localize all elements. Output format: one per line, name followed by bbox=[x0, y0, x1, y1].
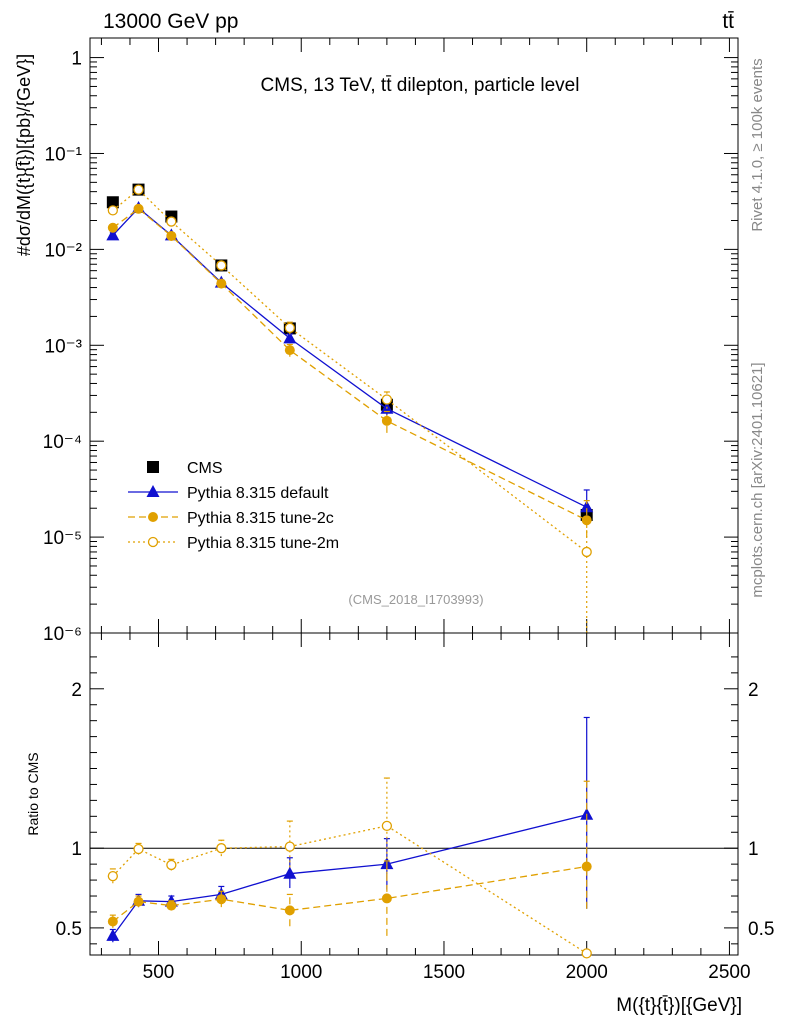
ratio-y-tick-label-left: 1 bbox=[71, 839, 82, 860]
main-line-2 bbox=[112, 207, 587, 521]
ratio-point-0-6 bbox=[580, 807, 594, 820]
site-label: mcplots.cern.ch [arXiv:2401.10621] bbox=[749, 362, 766, 597]
main-point-2-6 bbox=[581, 515, 592, 526]
legend-label-0: CMS bbox=[187, 460, 223, 477]
x-axis-label: M({t}{t̄})[{GeV}] bbox=[616, 995, 742, 1016]
ratio-point-2-2 bbox=[166, 859, 177, 871]
ratio-point-2-4 bbox=[284, 841, 295, 852]
main-point-1-6 bbox=[580, 500, 594, 513]
ratio-axis-ticks: 0.5 0.51 12 2500 1000 1500 2000 2500 bbox=[56, 633, 774, 983]
ratio-point-0-4 bbox=[283, 866, 297, 879]
ratio-point-0-0 bbox=[106, 928, 120, 941]
main-point-2-4 bbox=[284, 345, 295, 356]
ratio-point-2-3 bbox=[216, 843, 227, 854]
analysis-tag: (CMS_2018_I1703993) bbox=[348, 592, 483, 607]
y-tick-label: 10⁻¹ bbox=[45, 144, 83, 165]
main-y-axis-label: #dσ/dM({t}{t̄})[{pb}/{GeV}] bbox=[14, 54, 34, 256]
main-point-1-0 bbox=[106, 228, 120, 241]
ratio-point-1-5 bbox=[381, 893, 392, 904]
main-point-3-5 bbox=[381, 394, 393, 405]
main-point-2-2 bbox=[166, 230, 177, 241]
x-tick-label: 2000 bbox=[566, 962, 608, 983]
main-panel: CMS, 13 TeV, tt̄ dilepton, particle leve… bbox=[14, 37, 739, 645]
ratio-panel-frame bbox=[89, 632, 739, 956]
ratio-y-tick-label-left: 0.5 bbox=[56, 919, 82, 940]
ratio-data-marks bbox=[106, 716, 594, 959]
legend-marker-0 bbox=[147, 461, 159, 473]
main-axis-ticks: 1 10⁻¹ 10⁻² 10⁻³ 10⁻⁴ 10⁻⁵ 10⁻⁶ bbox=[43, 38, 738, 645]
ratio-point-1-4 bbox=[284, 905, 295, 916]
ratio-point-1-0 bbox=[107, 916, 118, 927]
legend-label-2: Pythia 8.315 tune-2c bbox=[187, 510, 334, 527]
ratio-point-2-0 bbox=[107, 870, 118, 882]
rivet-label: Rivet 4.1.0, ≥ 100k events bbox=[749, 58, 766, 231]
main-point-2-5 bbox=[381, 415, 392, 426]
y-tick-label: 10⁻⁵ bbox=[43, 528, 82, 549]
y-tick-label: 10⁻² bbox=[45, 240, 83, 261]
ratio-y-tick-label-right: 1 bbox=[748, 839, 759, 860]
legend: CMS Pythia 8.315 default Pythia 8.315 tune… bbox=[128, 460, 339, 552]
y-tick-label: 10⁻³ bbox=[45, 336, 83, 357]
x-tick-label: 2500 bbox=[708, 962, 750, 983]
process-label: tt̄ bbox=[722, 10, 734, 33]
ratio-line-1 bbox=[112, 865, 587, 923]
x-tick-label: 500 bbox=[143, 962, 175, 983]
ratio-point-2-1 bbox=[133, 843, 144, 855]
main-point-3-1 bbox=[133, 184, 144, 195]
legend-marker-1 bbox=[146, 485, 160, 497]
main-point-3-6 bbox=[581, 546, 592, 558]
main-title: CMS, 13 TeV, tt̄ dilepton, particle leve… bbox=[261, 75, 580, 96]
main-point-3-0 bbox=[107, 205, 118, 216]
y-tick-label: 10⁻⁴ bbox=[43, 432, 82, 453]
ratio-point-1-6 bbox=[581, 861, 592, 872]
y-tick-label: 1 bbox=[71, 49, 82, 70]
legend-label-3: Pythia 8.315 tune-2m bbox=[187, 535, 339, 552]
main-point-3-4 bbox=[284, 322, 295, 333]
legend-label-1: Pythia 8.315 default bbox=[187, 485, 329, 502]
ratio-y-tick-label-right: 0.5 bbox=[748, 919, 774, 940]
legend-marker-3 bbox=[147, 536, 159, 548]
ratio-point-2-5 bbox=[381, 820, 393, 832]
ratio-panel: Ratio to CMS M({t}{t̄})[{GeV}] 0.5 0.5 1 1 2… bbox=[25, 632, 774, 1016]
ratio-line-0 bbox=[112, 814, 587, 937]
main-point-3-2 bbox=[166, 216, 177, 227]
ratio-y-axis-label: Ratio to CMS bbox=[25, 752, 41, 835]
energy-label: 13000 GeV pp bbox=[103, 10, 238, 33]
y-tick-label: 10⁻⁶ bbox=[43, 624, 82, 645]
main-data-marks bbox=[106, 183, 594, 633]
main-point-1-4 bbox=[283, 331, 297, 344]
legend-marker-2 bbox=[148, 512, 158, 522]
main-point-3-3 bbox=[216, 260, 227, 271]
ratio-point-2-6 bbox=[581, 948, 592, 959]
ratio-point-1-1 bbox=[133, 896, 144, 907]
ratio-point-1-3 bbox=[216, 894, 227, 905]
main-point-2-1 bbox=[133, 203, 144, 214]
x-tick-label: 1500 bbox=[423, 962, 465, 983]
ratio-point-1-2 bbox=[166, 900, 177, 911]
ratio-y-tick-label-left: 2 bbox=[71, 680, 82, 701]
main-point-2-0 bbox=[107, 222, 118, 233]
main-line-3 bbox=[112, 188, 588, 553]
ratio-line-2 bbox=[112, 825, 588, 954]
main-line-1 bbox=[112, 207, 587, 508]
main-point-2-3 bbox=[216, 278, 227, 289]
ratio-y-tick-label-right: 2 bbox=[748, 680, 759, 701]
main-point-0-0 bbox=[106, 196, 119, 209]
x-tick-label: 1000 bbox=[280, 962, 322, 983]
